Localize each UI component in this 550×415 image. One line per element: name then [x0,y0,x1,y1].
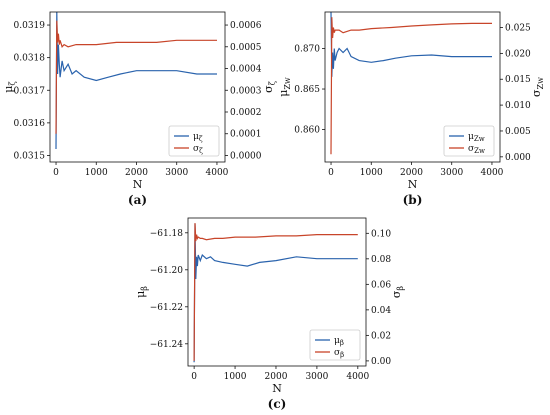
y-right-tick-label: 0.08 [371,255,391,265]
x-tick-label: 3000 [305,372,328,382]
axes-frame [49,11,226,163]
x-tick-label: 1000 [360,168,383,178]
series-line-mu [193,223,358,363]
y-right-tick-label: 0.005 [505,127,531,137]
y-left-axis-label: μZw [277,77,292,97]
y-left-tick-label: 0.870 [294,44,320,54]
y-left-tick-label: 0.0317 [14,86,46,96]
chart-panel-3: 0 1000 2000 3000 4000 −61.18 −61.20 −61.22 −61.2… [134,217,405,411]
legend-entry: σZw [468,144,485,155]
legend-entry: σζ [193,144,203,155]
x-tick-label: 4000 [346,372,369,382]
legend-entry: μβ [334,336,344,347]
y-right-tick-label: 0.00 [371,357,391,367]
y-right-axis-label: σβ [390,286,405,299]
y-right-tick-label: 0.10 [371,229,391,239]
panel-label: (b) [403,193,423,207]
x-tick-label: 0 [191,372,197,382]
axes-frame [324,11,501,163]
y-left-tick-label: 0.0316 [14,119,46,129]
x-tick-label: 4000 [481,168,504,178]
chart-panel-1: 0 1000 2000 3000 4000 0.0315 0.0316 0.0317 0.031… [2,11,277,207]
y-right-axis-label: σζ [262,80,277,93]
series-line-sigma [330,17,492,155]
x-tick-label: 0 [53,168,59,178]
y-left-tick-label: −61.24 [150,340,184,350]
y-right-tick-label: 0.025 [505,24,531,34]
y-right-tick-label: 0.0004 [230,65,262,75]
y-left-axis-label: μβ [134,286,149,298]
y-right-tick-label: 0.0002 [230,108,262,118]
y-right-tick-label: 0.0003 [230,86,262,96]
chart-panel-2: 0 1000 2000 3000 4000 0.860 0.865 0.870 0.000 0.0… [277,11,545,207]
legend-entry: μζ [193,132,203,143]
x-tick-label: 1000 [224,372,247,382]
series-line-mu [330,11,492,77]
y-left-tick-label: −61.20 [150,266,184,276]
y-left-tick-label: 0.0318 [14,54,46,64]
y-left-tick-label: 0.860 [294,126,320,136]
x-tick-label: 0 [328,168,334,178]
y-right-tick-label: 0.0000 [230,151,262,161]
x-axis-label: N [408,178,418,191]
x-tick-label: 2000 [125,168,148,178]
y-left-axis-label: μζ [2,81,17,93]
y-right-tick-label: 0.015 [505,75,531,85]
panel-label: (c) [268,397,287,411]
x-tick-label: 2000 [400,168,423,178]
axes-frame [187,217,367,367]
y-right-tick-label: 0.010 [505,101,531,111]
x-axis-label: N [272,382,282,395]
y-right-tick-label: 0.0006 [230,21,262,31]
y-right-tick-label: 0.02 [371,331,391,341]
panel-label: (a) [128,193,147,207]
legend-entry: μZw [468,132,485,143]
y-right-tick-label: 0.000 [505,153,531,163]
y-left-tick-label: −61.22 [150,303,183,313]
y-left-tick-label: 0.0319 [14,21,46,31]
legend-entry: σβ [334,348,344,359]
x-tick-label: 3000 [440,168,463,178]
series-line-sigma [193,223,358,361]
y-left-tick-label: −61.18 [150,229,184,239]
x-tick-label: 4000 [206,168,229,178]
series-line-sigma [55,20,217,134]
series-line-mu [55,11,217,150]
y-left-tick-label: 0.865 [294,85,320,95]
x-tick-label: 3000 [165,168,188,178]
y-right-tick-label: 0.06 [371,280,391,290]
y-right-tick-label: 0.0001 [230,130,262,140]
x-axis-label: N [133,178,143,191]
y-left-tick-label: 0.0315 [14,151,46,161]
y-right-axis-label: σZw [530,77,545,97]
x-tick-label: 2000 [265,372,288,382]
y-right-tick-label: 0.0005 [230,43,262,53]
y-right-tick-label: 0.04 [371,306,391,316]
x-tick-label: 1000 [85,168,108,178]
y-right-tick-label: 0.020 [505,49,531,59]
